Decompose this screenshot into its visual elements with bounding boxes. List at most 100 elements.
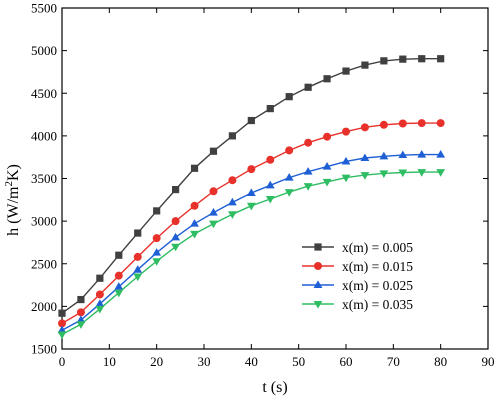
data-point [209, 147, 218, 155]
data-point [190, 230, 199, 239]
data-point [266, 104, 274, 113]
legend-item: x(m) = 0.005 [302, 240, 413, 255]
y-axis-title: h (W/m2K) [3, 164, 22, 236]
data-point [265, 180, 275, 189]
data-point [304, 83, 312, 91]
data-point [77, 295, 85, 304]
x-tick-label: 30 [198, 354, 211, 369]
y-tick-label: 3000 [31, 214, 57, 229]
data-point [436, 150, 446, 158]
series-layer [57, 55, 446, 340]
y-axis-title-end: K) [5, 164, 22, 181]
data-point [152, 258, 162, 266]
x-tick-label: 70 [387, 354, 400, 369]
data-point [361, 61, 369, 69]
data-point [285, 146, 294, 155]
data-point [209, 208, 218, 216]
data-point [228, 197, 237, 206]
y-tick-label: 4000 [31, 128, 57, 143]
data-point [133, 252, 142, 261]
data-point [437, 55, 445, 63]
data-point [57, 331, 67, 340]
data-point [76, 315, 86, 324]
y-axis-title-main: h (W/m [5, 186, 22, 236]
data-point [228, 176, 237, 185]
data-point [284, 173, 294, 181]
axes: 0 10 20 30 40 50 60 70 80 90 1500 2000 2500 3000 3500 4… [31, 1, 495, 370]
x-tick-label: 50 [292, 354, 305, 369]
legend-marker [313, 301, 323, 309]
data-point [360, 123, 369, 132]
data-point [341, 174, 351, 183]
series-3 [57, 150, 446, 334]
data-point [171, 232, 180, 241]
legend-label: x(m) = 0.005 [342, 240, 413, 255]
data-point [95, 305, 105, 314]
data-point [360, 172, 370, 180]
data-point [322, 178, 332, 187]
data-point [58, 309, 66, 317]
legend-marker [314, 243, 322, 251]
legend-marker [313, 280, 323, 288]
legend-item: x(m) = 0.035 [302, 297, 413, 312]
data-point [304, 138, 313, 147]
legend-label: x(m) = 0.035 [342, 297, 413, 312]
data-point [246, 202, 256, 211]
x-axis-title: t (s) [262, 379, 287, 396]
data-point [152, 234, 161, 243]
data-point [134, 229, 142, 237]
data-point [266, 155, 275, 164]
data-point [95, 290, 104, 299]
legend-item: x(m) = 0.015 [302, 259, 413, 274]
data-point [418, 55, 426, 63]
data-point [284, 189, 294, 197]
data-point [209, 220, 218, 229]
data-point [58, 319, 66, 328]
data-point [342, 127, 350, 136]
legend: x(m) = 0.005 x(m) = 0.015 x(m) = 0.025 x(m)… [302, 240, 413, 312]
legend-item: x(m) = 0.025 [302, 278, 413, 293]
data-point [323, 132, 332, 141]
data-point [172, 185, 180, 194]
legend-marker [314, 262, 322, 270]
x-tick-label: 80 [434, 354, 447, 369]
data-point [153, 207, 161, 215]
y-tick-label: 1500 [31, 342, 57, 357]
data-point [379, 151, 389, 160]
data-point [398, 169, 408, 178]
data-point [303, 167, 313, 175]
data-point [152, 248, 162, 256]
legend-label: x(m) = 0.025 [342, 278, 413, 293]
data-point [379, 120, 388, 129]
data-point [323, 75, 331, 83]
data-point [96, 274, 104, 282]
data-point [228, 132, 236, 140]
data-point [95, 299, 105, 307]
x-tick-label: 90 [482, 354, 495, 369]
data-point [322, 161, 332, 170]
data-point [209, 187, 218, 196]
data-point [417, 119, 426, 128]
data-point [228, 211, 237, 219]
data-point [133, 265, 143, 273]
data-point [190, 201, 199, 210]
data-point [380, 57, 388, 65]
y-tick-label: 2500 [31, 256, 57, 271]
y-tick-label: 2000 [31, 299, 57, 314]
data-point [379, 170, 389, 178]
data-point [247, 116, 255, 125]
data-point [190, 219, 199, 227]
x-tick-label: 20 [150, 354, 163, 369]
data-point [171, 217, 180, 226]
data-point [133, 273, 143, 282]
data-point [247, 165, 256, 174]
data-point [76, 308, 85, 317]
series-2 [58, 119, 445, 328]
series-4 [57, 169, 446, 340]
data-point [436, 119, 445, 128]
data-point [265, 195, 275, 204]
y-tick-label: 5000 [31, 43, 57, 58]
y-tick-label: 5500 [31, 1, 57, 16]
data-point [114, 282, 124, 290]
